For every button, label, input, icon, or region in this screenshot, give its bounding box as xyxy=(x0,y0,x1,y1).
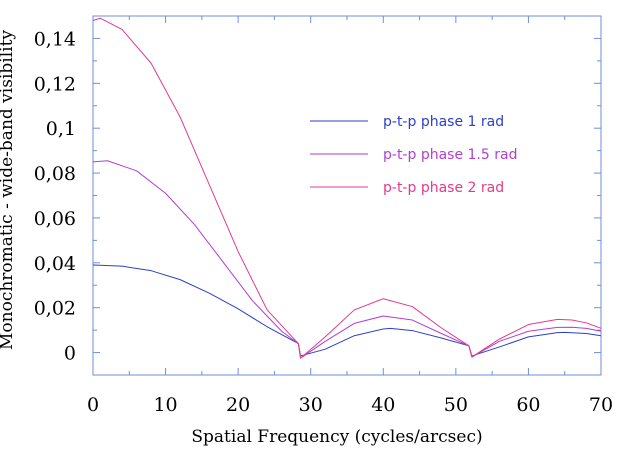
x-tick-label: 40 xyxy=(371,394,395,416)
x-tick-label: 70 xyxy=(589,394,613,416)
series-line-2 xyxy=(92,160,602,359)
x-tick-label: 60 xyxy=(516,394,540,416)
y-tick-label: 0,06 xyxy=(34,208,76,230)
x-tick-label: 20 xyxy=(226,394,250,416)
x-tick-label: 50 xyxy=(444,394,468,416)
plot-area-border xyxy=(92,15,602,376)
x-axis-title: Spatial Frequency (cycles/arcsec) xyxy=(191,427,482,447)
plot-frame xyxy=(92,15,602,376)
legend-label: p-t-p phase 1 rad xyxy=(383,114,504,130)
y-axis-title: Monochromatic - wide-band visibility xyxy=(0,30,17,350)
y-tick-label: 0 xyxy=(64,343,76,365)
series-line-3 xyxy=(92,17,602,359)
y-tick-label: 0,14 xyxy=(34,28,76,50)
x-tick-label: 10 xyxy=(153,394,177,416)
legend: p-t-p phase 1 rad p-t-p phase 1.5 rad p-t-… xyxy=(310,114,517,196)
tick-labels: 0 10 20 30 40 50 60 70 0 0,02 0,04 0,06 0,08 0,1 0,12 0… xyxy=(34,28,613,416)
y-tick-label: 0,1 xyxy=(46,118,76,140)
y-tick-label: 0,02 xyxy=(34,298,76,320)
legend-label: p-t-p phase 1.5 rad xyxy=(383,147,517,163)
x-tick-label: 30 xyxy=(299,394,323,416)
y-tick-label: 0,08 xyxy=(34,163,76,185)
series-line-1 xyxy=(92,264,602,357)
legend-label: p-t-p phase 2 rad xyxy=(383,180,504,196)
y-tick-label: 0,12 xyxy=(34,73,76,95)
axis-ticks xyxy=(92,15,602,376)
series-lines xyxy=(92,17,602,359)
x-tick-label: 0 xyxy=(87,394,99,416)
y-tick-label: 0,04 xyxy=(34,253,76,275)
